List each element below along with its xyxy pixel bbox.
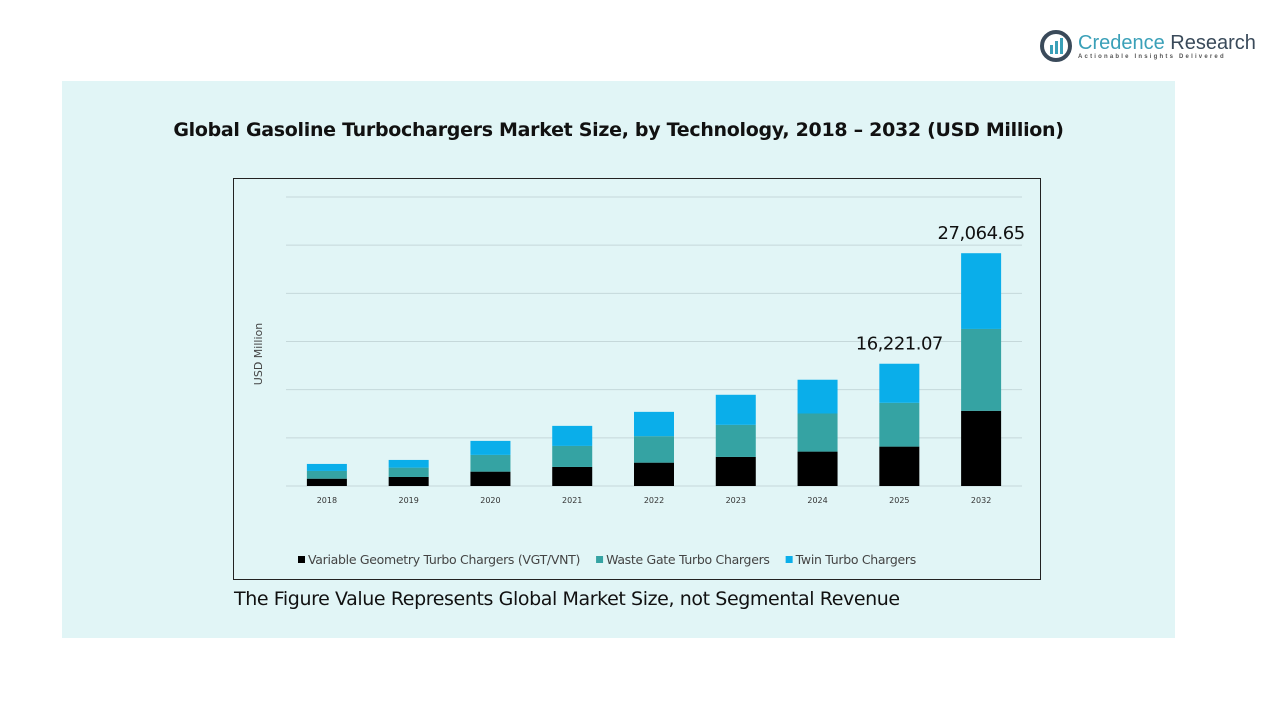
bar-2022 <box>634 436 674 463</box>
legend-swatch <box>596 556 604 563</box>
bar-2018 <box>306 470 347 479</box>
logo-chart-icon <box>1040 30 1072 62</box>
x-tick-label: 2023 <box>726 496 746 505</box>
bar-2025 <box>879 363 920 403</box>
legend-label: Variable Geometry Turbo Chargers (VGT/VN… <box>308 552 580 567</box>
bar-2024 <box>797 413 838 452</box>
bar-2032 <box>961 253 1002 329</box>
legend-swatch <box>785 556 793 563</box>
bar-2019 <box>388 459 429 468</box>
bar-2023 <box>715 394 756 425</box>
legend-swatch <box>298 556 305 563</box>
bar-2020 <box>470 454 511 472</box>
chart-panel: Global Gasoline Turbochargers Market Siz… <box>62 81 1175 638</box>
footnote: The Figure Value Represents Global Marke… <box>234 588 900 610</box>
chart-area: USD Million 2018 2019 2020 2021 2022 2023 2024 2… <box>233 178 1041 580</box>
bar-2020 <box>470 471 511 486</box>
stacked-bar-chart: USD Million 2018 2019 2020 2021 2022 2023 2024 2… <box>252 196 1025 567</box>
bar-2024 <box>797 379 838 414</box>
bar-2018 <box>306 463 347 471</box>
brand-tagline: Actionable Insights Delivered <box>1078 54 1226 60</box>
x-tick-label: 2019 <box>398 496 418 505</box>
brand-name: Credence Research <box>1078 32 1256 54</box>
bar-2032 <box>961 410 1002 486</box>
x-tick-label: 2021 <box>562 496 582 505</box>
bar-2023 <box>715 424 756 457</box>
credence-research-logo: Credence Research Actionable Insights De… <box>1040 30 1256 62</box>
bar-2021 <box>552 445 593 467</box>
data-label: 27,064.65 <box>938 223 1025 244</box>
x-tick-label: 2032 <box>971 496 991 505</box>
bar-2022 <box>634 462 674 486</box>
y-axis-label: USD Million <box>252 323 265 385</box>
legend-label: Waste Gate Turbo Chargers <box>606 552 770 567</box>
x-tick-label: 2025 <box>889 496 909 505</box>
bar-2020 <box>470 440 511 455</box>
bar-2023 <box>715 456 756 486</box>
bar-2021 <box>552 466 593 486</box>
bar-2019 <box>388 467 429 477</box>
bar-2021 <box>552 425 593 446</box>
x-tick-label: 2018 <box>317 496 337 505</box>
bar-2032 <box>961 328 1002 411</box>
bar-2019 <box>388 476 429 486</box>
bar-2025 <box>879 446 920 486</box>
x-tick-label: 2020 <box>480 496 500 505</box>
bar-2024 <box>797 451 838 486</box>
x-tick-label: 2022 <box>644 496 664 505</box>
bar-2018 <box>306 478 347 486</box>
bar-2025 <box>879 402 920 447</box>
bar-2022 <box>634 411 674 437</box>
data-label: 16,221.07 <box>856 334 943 355</box>
legend-label: Twin Turbo Chargers <box>795 552 916 567</box>
chart-title: Global Gasoline Turbochargers Market Siz… <box>173 119 1064 141</box>
x-tick-label: 2024 <box>807 496 827 505</box>
